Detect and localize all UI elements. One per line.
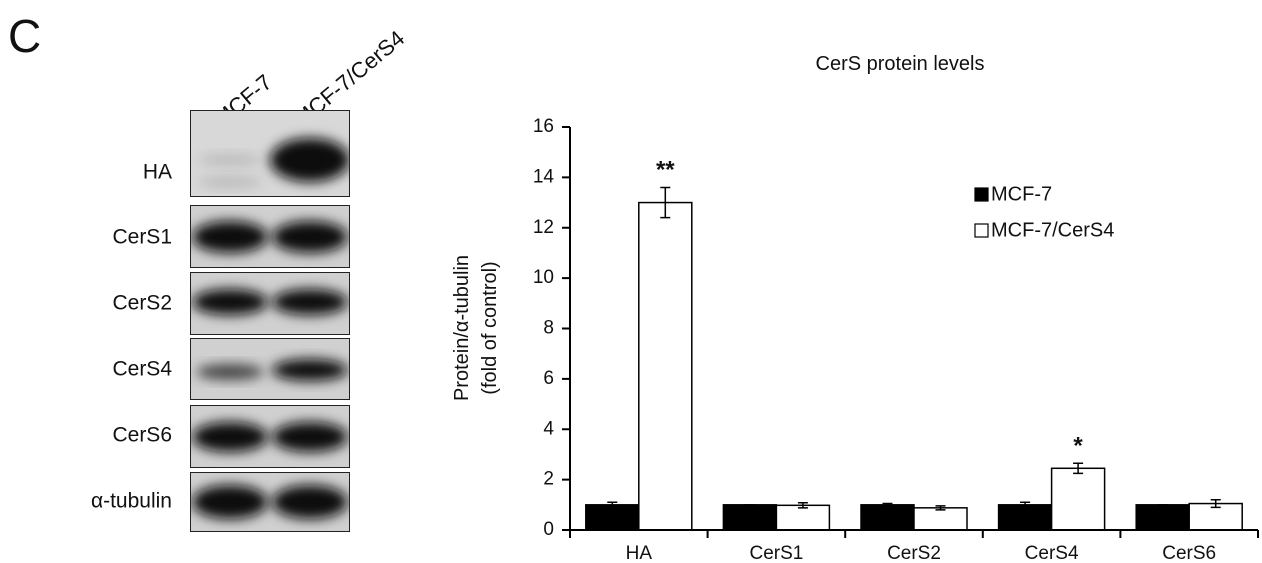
y-axis-label: (fold of control) (479, 261, 501, 394)
x-tick-label: CerS1 (749, 543, 803, 563)
legend-label: MCF-7/CerS4 (991, 219, 1114, 241)
y-tick-label: 4 (543, 418, 554, 439)
blot-row (190, 110, 350, 197)
bar (638, 201, 693, 531)
y-tick-label: 6 (543, 368, 554, 389)
row-label: CerS2 (112, 292, 172, 315)
y-axis-label: Protein/α-tubulin (451, 255, 473, 401)
blot-row (190, 272, 350, 335)
bar (775, 504, 831, 531)
error-bar (607, 501, 618, 509)
bar (913, 507, 968, 531)
legend-label: MCF-7 (991, 183, 1052, 205)
y-tick-label: 14 (533, 166, 555, 187)
legend-swatch (974, 223, 989, 238)
x-tick-label: HA (626, 543, 653, 563)
blot-row (190, 472, 350, 532)
error-bar (882, 502, 893, 507)
blot-row (190, 405, 350, 468)
annotation: ** (656, 156, 675, 183)
y-tick-label: 12 (533, 217, 554, 238)
blot-row (190, 205, 350, 268)
panel-label: C (8, 10, 41, 62)
row-label: CerS6 (112, 424, 172, 447)
bar (997, 504, 1053, 531)
bar (860, 504, 915, 531)
y-tick-label: 16 (533, 116, 554, 137)
blot-row (190, 338, 350, 400)
y-tick-label: 0 (543, 519, 554, 540)
y-tick-label: 8 (543, 318, 554, 339)
x-tick-label: CerS4 (1025, 543, 1079, 563)
error-bar (1020, 501, 1031, 509)
chart-title: CerS protein levels (816, 53, 985, 75)
y-tick-label: 2 (543, 469, 554, 490)
row-label: CerS1 (112, 226, 172, 249)
row-label: HA (143, 161, 172, 184)
y-tick-label: 10 (533, 267, 554, 288)
bar (1050, 467, 1106, 531)
legend-swatch (974, 187, 989, 202)
error-bar (797, 502, 808, 509)
error-bar (1210, 499, 1221, 509)
x-tick-label: CerS6 (1162, 543, 1216, 563)
error-bar (1073, 462, 1084, 475)
error-bar (935, 505, 946, 511)
x-tick-label: CerS2 (887, 543, 941, 563)
blot (190, 110, 350, 532)
row-label: α-tubulin (91, 490, 172, 513)
bar (1135, 504, 1190, 531)
bar (722, 504, 778, 531)
row-label: CerS4 (112, 358, 172, 381)
annotation: * (1073, 432, 1083, 459)
bar (585, 504, 640, 531)
error-bar (660, 186, 671, 219)
